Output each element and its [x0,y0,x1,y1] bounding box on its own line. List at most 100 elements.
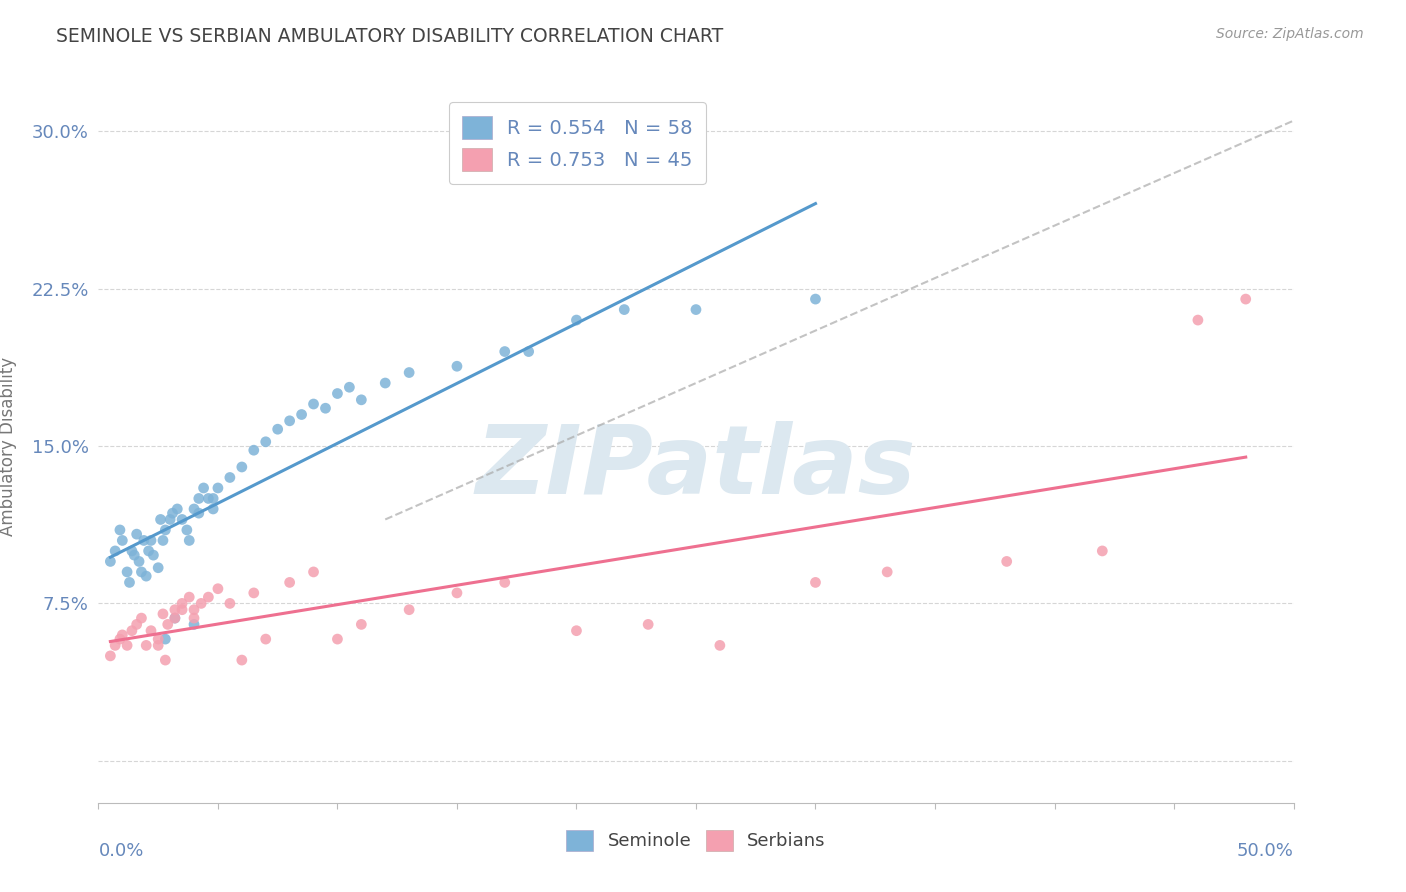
Point [176,523,198,537]
Point [302,397,325,411]
Point [138,544,160,558]
Point [190,596,212,610]
Point [187,506,209,520]
Point [118,575,141,590]
Point [254,434,277,449]
Point [291,408,314,422]
Point [172,603,194,617]
Point [709,639,731,653]
Point [804,575,827,590]
Point [219,470,242,484]
Point [183,603,205,617]
Point [155,523,177,537]
Point [219,596,242,610]
Point [350,392,373,407]
Point [121,544,143,558]
Point [315,401,337,416]
Point [231,460,253,475]
Point [172,596,194,610]
Point [115,565,138,579]
Point [193,481,215,495]
Point [152,533,174,548]
Point [98,554,122,568]
Point [108,632,131,646]
Text: SEMINOLE VS SERBIAN AMBULATORY DISABILITY CORRELATION CHART: SEMINOLE VS SERBIAN AMBULATORY DISABILIT… [56,27,724,45]
Text: 50.0%: 50.0% [1237,842,1294,860]
Text: ZIPatlas: ZIPatlas [475,421,917,514]
Point [155,653,177,667]
Point [125,527,148,541]
Point [350,617,373,632]
Point [804,292,827,306]
Point [149,512,172,526]
Point [398,366,420,380]
Point [565,313,588,327]
Point [111,533,134,548]
Point [183,502,205,516]
Point [278,414,301,428]
Point [876,565,898,579]
Point [104,639,127,653]
Point [207,481,229,495]
Point [243,586,266,600]
Point [139,624,162,638]
Point [131,565,153,579]
Point [121,624,143,638]
Point [231,653,253,667]
Point [398,603,420,617]
Point [202,491,225,506]
Point [172,512,194,526]
Legend: Seminole, Serbians: Seminole, Serbians [558,822,834,858]
Point [685,302,707,317]
Point [162,506,184,520]
Point [254,632,277,646]
Point [302,565,325,579]
Point [374,376,396,390]
Point [207,582,229,596]
Point [152,607,174,621]
Point [197,491,219,506]
Point [637,617,659,632]
Point [135,569,157,583]
Point [108,523,131,537]
Point [104,544,127,558]
Text: 0.0%: 0.0% [98,842,143,860]
Point [148,639,170,653]
Point [326,632,349,646]
Point [163,611,186,625]
Point [131,611,153,625]
Point [135,639,157,653]
Point [995,554,1018,568]
Point [183,617,205,632]
Point [163,611,186,625]
Point [148,560,170,574]
Point [111,628,134,642]
Point [1187,313,1209,327]
Point [139,533,162,548]
Point [142,548,165,562]
Point [163,603,186,617]
Point [197,590,219,604]
Point [446,359,468,374]
Point [115,639,138,653]
Point [494,344,516,359]
Point [267,422,290,436]
Point [159,512,181,526]
Point [565,624,588,638]
Point [128,554,150,568]
Point [326,386,349,401]
Point [179,533,201,548]
Point [613,302,636,317]
Point [98,648,122,663]
Point [125,617,148,632]
Point [124,548,146,562]
Point [148,632,170,646]
Point [278,575,301,590]
Point [243,443,266,458]
Point [183,611,205,625]
Text: Source: ZipAtlas.com: Source: ZipAtlas.com [1216,27,1364,41]
Point [155,632,177,646]
Point [132,533,155,548]
Point [446,586,468,600]
Y-axis label: Ambulatory Disability: Ambulatory Disability [0,357,17,535]
